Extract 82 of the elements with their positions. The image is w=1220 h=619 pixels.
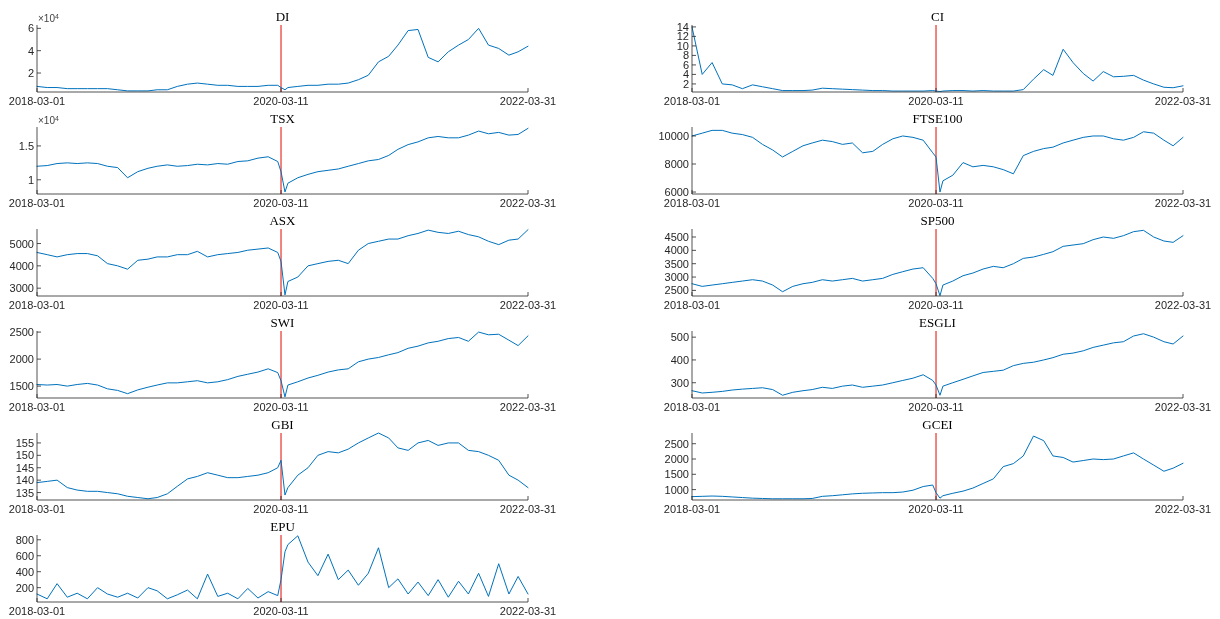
y-tick-label: 400 <box>670 353 689 366</box>
y-tick-label: 800 <box>15 533 34 546</box>
y-tick-label: 4000 <box>9 259 34 272</box>
y-tick-label: 2500 <box>664 284 689 297</box>
chart-title: SWI <box>270 315 295 330</box>
y-tick-label: 1 <box>27 173 34 186</box>
x-tick-label: 2020-03-11 <box>253 401 309 413</box>
chart-title: TSX <box>270 111 296 126</box>
text: ×10$^{4}$ <box>38 12 59 24</box>
y-tick-label: 6 <box>27 22 34 35</box>
x-tick-label: 2018-03-01 <box>8 197 66 209</box>
y-tick-label: 1.5 <box>18 139 34 152</box>
y-tick-label: 3000 <box>9 282 34 295</box>
y-tick-label: 2 <box>27 67 34 80</box>
x-tick-label: 2018-03-01 <box>663 401 721 413</box>
x-tick-label: 2020-03-11 <box>908 299 964 311</box>
x-tick-label: 2020-03-11 <box>253 197 309 209</box>
y-tick-label: 3000 <box>664 271 689 284</box>
x-tick-label: 2018-03-01 <box>8 503 66 515</box>
y-tick-label: 1500 <box>9 380 34 393</box>
x-tick-label: 2022-03-31 <box>499 605 557 617</box>
x-tick-label: 2020-03-11 <box>253 503 309 515</box>
y-tick-label: 135 <box>15 486 34 499</box>
x-tick-label: 2022-03-31 <box>499 401 557 413</box>
y-tick-label: 3500 <box>664 257 689 270</box>
y-tick-label: 10000 <box>658 129 689 142</box>
y-tick-label: 300 <box>670 376 689 389</box>
y-tick-label: 1000 <box>664 483 689 496</box>
x-tick-label: 2022-03-31 <box>499 197 557 209</box>
y-tick-label: 150 <box>15 449 34 462</box>
x-tick-label: 2020-03-11 <box>908 401 964 413</box>
x-tick-label: 2018-03-01 <box>663 503 721 515</box>
x-tick-label: 2020-03-11 <box>908 95 964 107</box>
chart-title: ESGLI <box>919 315 956 330</box>
chart-title: SP500 <box>920 213 955 228</box>
x-tick-label: 2022-03-31 <box>1154 299 1212 311</box>
y-tick-label: 145 <box>15 461 34 474</box>
y-tick-label: 8000 <box>664 158 689 170</box>
y-tick-label: 2000 <box>664 453 689 465</box>
y-tick-label: 2000 <box>9 353 34 366</box>
chart-title: FTSE100 <box>912 111 963 126</box>
y-tick-label: 2500 <box>9 326 34 339</box>
chart-title: GCEI <box>922 417 953 432</box>
x-tick-label: 2022-03-31 <box>1154 95 1212 107</box>
y-tick-label: 155 <box>15 436 34 449</box>
chart-title: CI <box>931 9 944 24</box>
x-tick-label: 2022-03-31 <box>499 95 557 107</box>
y-tick-label: 1500 <box>664 468 689 481</box>
x-tick-label: 2018-03-01 <box>663 95 721 107</box>
y-tick-label: 600 <box>15 549 34 562</box>
x-tick-label: 2018-03-01 <box>663 299 721 311</box>
x-tick-label: 2018-03-01 <box>8 605 66 617</box>
y-tick-label: 4 <box>27 44 34 57</box>
x-tick-label: 2020-03-11 <box>253 605 309 617</box>
x-tick-label: 2022-03-31 <box>499 299 557 311</box>
y-tick-label: 400 <box>15 565 34 578</box>
y-tick-label: 2500 <box>664 437 689 450</box>
y-tick-label: 500 <box>670 331 689 344</box>
x-tick-label: 2022-03-31 <box>1154 401 1212 413</box>
y-tick-label: 14 <box>676 20 689 33</box>
x-tick-label: 2020-03-11 <box>908 503 964 515</box>
x-tick-label: 2020-03-11 <box>253 299 309 311</box>
x-tick-label: 2018-03-01 <box>8 95 66 107</box>
x-tick-label: 2020-03-11 <box>908 197 964 209</box>
chart-title: GBI <box>271 417 294 432</box>
x-tick-label: 2022-03-31 <box>499 503 557 515</box>
x-tick-label: 2022-03-31 <box>1154 503 1212 515</box>
y-tick-label: 140 <box>15 474 34 487</box>
chart-title: ASX <box>269 213 297 228</box>
y-tick-label: 4000 <box>664 244 689 257</box>
x-tick-label: 2020-03-11 <box>253 95 309 107</box>
x-tick-label: 2018-03-01 <box>663 197 721 209</box>
chart-title: DI <box>275 9 290 24</box>
y-tick-label: 6000 <box>664 186 689 199</box>
y-tick-label: 200 <box>15 581 34 594</box>
chart-title: EPU <box>270 519 296 534</box>
text: ×10$^{4}$ <box>38 114 59 126</box>
x-tick-label: 2018-03-01 <box>8 401 66 413</box>
x-tick-label: 2022-03-31 <box>1154 197 1212 209</box>
y-tick-label: 4500 <box>664 231 689 244</box>
y-tick-label: 5000 <box>9 237 34 250</box>
x-tick-label: 2018-03-01 <box>8 299 66 311</box>
